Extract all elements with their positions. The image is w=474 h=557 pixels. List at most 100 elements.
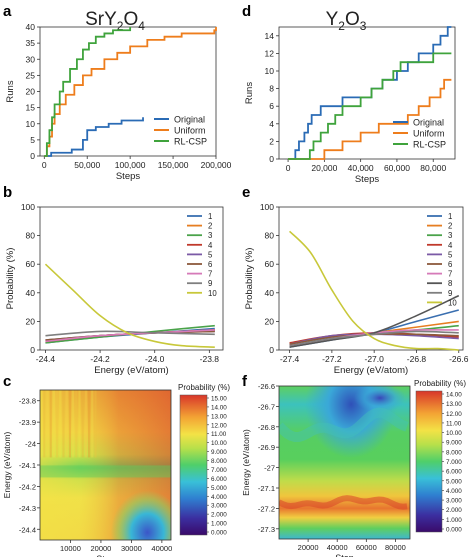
- y-tick-label: 2: [269, 136, 274, 146]
- panel-label-f: f: [242, 373, 248, 390]
- y-tick-label: -24.3: [19, 504, 36, 513]
- chart-c-heatmap: [40, 390, 171, 540]
- legend-label: Uniform: [174, 126, 206, 136]
- x-tick-label: -26.6: [449, 354, 469, 364]
- legend-label: RL-CSP: [174, 137, 207, 147]
- legend-label: 4: [448, 241, 453, 250]
- series-line-b-10: [44, 263, 215, 348]
- x-axis-label: Step: [335, 553, 354, 557]
- legend-label: 9: [208, 279, 212, 288]
- colorbar-tick-label: 7.000: [446, 459, 462, 466]
- legend-label: 1: [208, 212, 212, 221]
- legend-label: 10: [208, 289, 217, 298]
- series-line-b-7: [45, 329, 215, 343]
- series-line-b-9: [45, 330, 215, 337]
- y-tick-label: 80: [26, 231, 36, 241]
- plot-frame-f: [278, 385, 411, 540]
- colorbar-tick-label: 11.00: [211, 431, 227, 438]
- chart-c-axes: 10000 20000 30000 40000 -23.8 -23.9 -24 -24.1 -2…: [2, 383, 230, 557]
- series-line-a-Original: [44, 117, 144, 157]
- panel-label-d: d: [242, 3, 251, 20]
- heatmap-c-streak: [72, 390, 75, 458]
- heatmap-c-streak: [75, 390, 78, 458]
- colorbar-tick-label: 4.000: [446, 488, 462, 495]
- y-tick-label: -26.8: [258, 423, 275, 432]
- x-tick-label: -27.2: [322, 354, 342, 364]
- y-tick-label: 0: [269, 345, 274, 355]
- x-tick-label: 200,000: [201, 160, 232, 170]
- heatmap-c-streak: [43, 390, 46, 458]
- legend-label: 7: [448, 270, 452, 279]
- heatmap-c-streak: [52, 390, 55, 458]
- panel-label-e: e: [242, 184, 250, 201]
- colorbar-tick-label: 4.000: [211, 494, 227, 501]
- y-tick-label: -27.1: [258, 484, 275, 493]
- x-axis-label: Energy (eV/atom): [94, 365, 168, 376]
- x-tick-label: 150,000: [158, 160, 189, 170]
- heatmap-c-streak: [62, 390, 65, 458]
- x-tick-label: -26.8: [407, 354, 427, 364]
- plot-frame-e: [278, 206, 464, 351]
- heatmap-c-streak: [81, 390, 84, 458]
- colorbar-tick-label: 10.00: [211, 440, 227, 447]
- legend-label: 3: [448, 231, 452, 240]
- svg-text:SrY2O4: SrY2O4: [85, 9, 145, 33]
- colorbar-tick-label: 8.000: [446, 449, 462, 456]
- x-tick-label: 0: [286, 163, 291, 173]
- colorbar-tick-label: 13.00: [211, 413, 227, 420]
- panel-label-a: a: [3, 3, 12, 20]
- y-axis-label: Runs: [5, 80, 16, 102]
- y-tick-label: -27: [264, 464, 275, 473]
- heatmap-c-low-region: [40, 390, 171, 540]
- colorbar-tick-label: 0.000: [446, 527, 462, 534]
- heatmap-c-streak: [88, 390, 91, 458]
- x-axis-label: Steps: [116, 171, 141, 182]
- legend-label: 1: [448, 212, 452, 221]
- y-tick-label: -26.6: [258, 382, 275, 391]
- colorbar-tick-label: 12.00: [211, 422, 227, 429]
- x-tick-label: -24.0: [145, 354, 165, 364]
- x-tick-label: 20000: [91, 544, 112, 553]
- y-tick-label: -24.2: [19, 482, 36, 491]
- colorbar-tick-label: 1.000: [211, 521, 227, 528]
- heatmap-c-streak: [40, 390, 43, 458]
- legend-label: Original: [174, 115, 205, 125]
- x-tick-label: -23.8: [200, 354, 220, 364]
- y-tick-label: 20: [26, 87, 36, 97]
- x-tick-label: 80,000: [420, 163, 446, 173]
- series-line-a-RL-CSP: [44, 27, 132, 157]
- y-tick-label: 12: [265, 48, 275, 58]
- colorbar-tick-label: 6.000: [211, 476, 227, 483]
- colorbar-tick-label: 8.000: [211, 458, 227, 465]
- heatmap-c-streak: [68, 390, 71, 458]
- legend-label: 5: [448, 250, 453, 259]
- y-tick-label: 60: [26, 259, 36, 269]
- legend-label: Uniform: [413, 129, 445, 139]
- legend-label: 6: [208, 260, 212, 269]
- heatmap-c-streak: [91, 390, 94, 458]
- colorbar-tick-label: 7.000: [211, 467, 227, 474]
- legend-label: 3: [208, 231, 212, 240]
- y-tick-label: -26.9: [258, 443, 275, 452]
- y-tick-label: -27.2: [258, 504, 275, 513]
- chart-f-axes: 20000 40000 60000 80000 -26.6 -26.7 -26.8 -26.9…: [241, 379, 466, 557]
- y-tick-label: 10: [26, 119, 36, 129]
- heatmap-c-streak: [78, 390, 81, 458]
- heatmap-c-streak: [59, 390, 62, 458]
- plot-frame-b: [39, 206, 224, 351]
- y-axis-label: Energy (eV/atom): [241, 429, 251, 496]
- x-axis-label: Steps: [355, 174, 380, 185]
- y-tick-label: -27.3: [258, 525, 275, 534]
- legend-label: 6: [448, 260, 452, 269]
- y-tick-label: 5: [30, 135, 35, 145]
- legend-label: 5: [208, 250, 213, 259]
- y-tick-label: 0: [30, 345, 35, 355]
- y-tick-label: 25: [26, 70, 36, 80]
- y-tick-label: 10: [265, 66, 275, 76]
- y-tick-label: 14: [265, 31, 275, 41]
- x-tick-label: 30000: [121, 544, 142, 553]
- x-tick-label: 50,000: [74, 160, 100, 170]
- x-axis-label: Step: [96, 554, 115, 557]
- series-line-d-Uniform: [288, 78, 452, 160]
